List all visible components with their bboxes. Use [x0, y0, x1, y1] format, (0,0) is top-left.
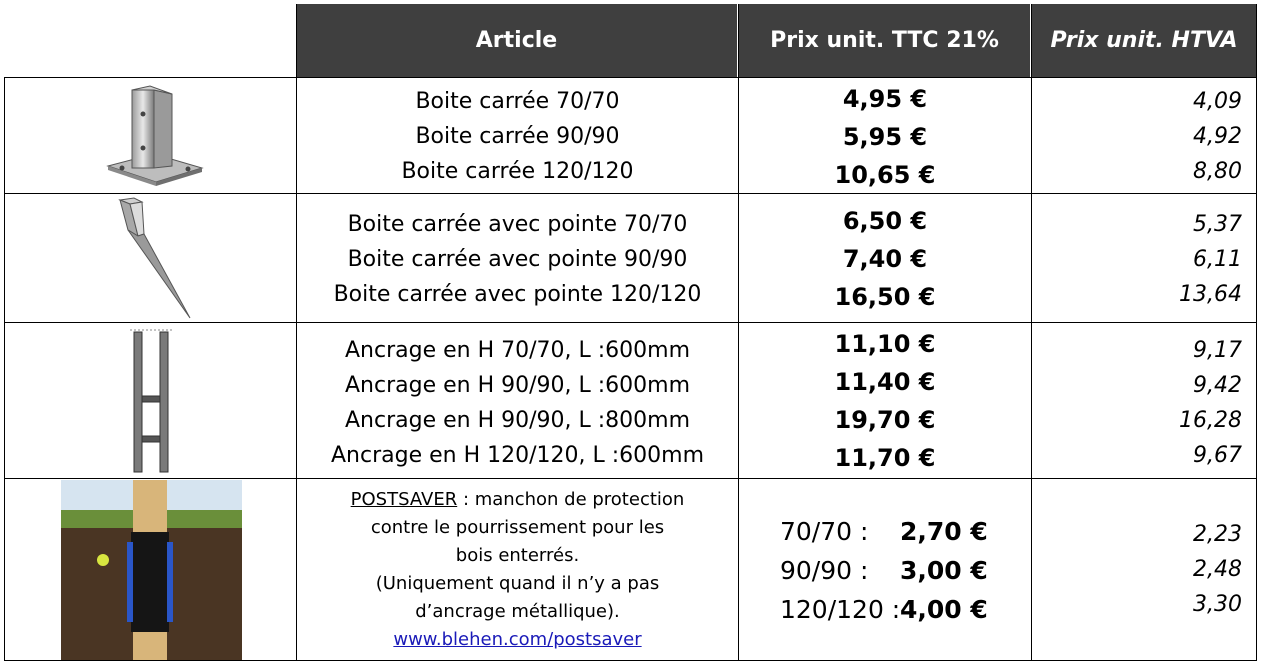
article-name: Boite carrée avec pointe 90/90: [347, 246, 688, 272]
header-article: Article: [296, 4, 737, 77]
price-ttc: 2,70 €: [900, 516, 988, 546]
article-name: Ancrage en H 90/90, L :600mm: [344, 372, 691, 398]
postsaver-name: POSTSAVER: [350, 489, 458, 510]
article-name: Boite carrée 90/90: [415, 123, 620, 149]
article-name: Boite carrée 70/70: [415, 88, 620, 114]
price-htva: 2,48: [1193, 556, 1242, 582]
postsaver-size: 70/70 :: [780, 516, 869, 546]
article-name: Boite carrée 120/120: [401, 158, 634, 184]
price-ttc: 4,95 €: [842, 85, 928, 113]
header-prix-ttc: Prix unit. TTC 21%: [739, 4, 1030, 77]
postsaver-size-row: 120/120 : 4,00 €: [780, 590, 1020, 629]
postsaver-line: d’ancrage métallique).: [415, 601, 620, 622]
article-name: Boite carrée avec pointe 120/120: [333, 281, 702, 307]
price-ttc: 3,00 €: [900, 555, 988, 585]
article-name: Boite carrée avec pointe 70/70: [347, 211, 688, 237]
postsaver-size: 120/120 :: [780, 594, 901, 624]
header-prix-htva: Prix unit. HTVA: [1032, 4, 1256, 77]
price-htva: 16,28: [1179, 407, 1242, 433]
postsaver-ttc: 70/70 : 2,70 € 90/90 : 3,00 € 120/120 : …: [780, 510, 1020, 630]
article-name: Ancrage en H 70/70, L :600mm: [344, 337, 691, 363]
price-htva: 6,11: [1193, 246, 1242, 272]
price-htva: 4,92: [1193, 123, 1242, 149]
article-name: Ancrage en H 120/120, L :600mm: [330, 442, 704, 468]
price-ttc: 4,00 €: [900, 594, 988, 624]
price-ttc: 11,40 €: [834, 368, 936, 396]
postsaver-htva: 2,23 2,48 3,30: [1032, 516, 1256, 622]
price-ttc: 6,50 €: [842, 207, 928, 235]
group-2-articles: Boite carrée avec pointe 70/70 Boite car…: [297, 206, 738, 312]
group-2-ttc: 6,50 € 7,40 € 16,50 €: [739, 202, 1031, 316]
price-ttc: 7,40 €: [842, 245, 928, 273]
postsaver-line: contre le pourrissement pour les: [370, 517, 665, 538]
postsaver-line: : manchon de protection: [457, 489, 685, 510]
group-3-htva: 9,17 9,42 16,28 9,67: [1032, 332, 1256, 473]
price-htva: 8,80: [1193, 158, 1242, 184]
postsaver-size-row: 70/70 : 2,70 €: [780, 512, 1020, 551]
price-ttc: 11,10 €: [834, 330, 936, 358]
price-htva: 5,37: [1193, 211, 1242, 237]
postsaver-size-row: 90/90 : 3,00 €: [780, 551, 1020, 590]
price-ttc: 10,65 €: [834, 161, 936, 189]
spike-post-anchor-icon: [118, 197, 191, 319]
group-3-ttc: 11,10 € 11,40 € 19,70 € 11,70 €: [739, 325, 1031, 477]
row-divider: [4, 77, 1257, 78]
col-divider: [1256, 4, 1257, 661]
postsaver-line: bois enterrés.: [455, 545, 580, 566]
group-1-ttc: 4,95 € 5,95 € 10,65 €: [739, 80, 1031, 194]
postsaver-size: 90/90 :: [780, 555, 869, 585]
h-anchor-icon: [130, 329, 172, 473]
price-htva: 2,23: [1193, 521, 1242, 547]
row-divider: [4, 478, 1257, 479]
price-htva: 9,17: [1193, 337, 1242, 363]
price-ttc: 5,95 €: [842, 123, 928, 151]
price-htva: 9,67: [1193, 442, 1242, 468]
col-divider: [4, 77, 5, 661]
postsaver-line: (Uniquement quand il n’y a pas: [375, 573, 660, 594]
group-1-articles: Boite carrée 70/70 Boite carrée 90/90 Bo…: [297, 83, 738, 189]
group-2-htva: 5,37 6,11 13,64: [1032, 206, 1256, 312]
article-name: Ancrage en H 90/90, L :800mm: [344, 407, 691, 433]
square-post-base-icon: [106, 85, 204, 186]
group-3-articles: Ancrage en H 70/70, L :600mm Ancrage en …: [297, 332, 738, 473]
group-1-htva: 4,09 4,92 8,80: [1032, 83, 1256, 189]
postsaver-description: POSTSAVER : manchon de protection contre…: [297, 484, 738, 656]
price-ttc: 11,70 €: [834, 444, 936, 472]
row-divider: [4, 193, 1257, 194]
postsaver-link[interactable]: www.blehen.com/postsaver: [393, 629, 642, 650]
col-divider: [296, 4, 297, 661]
price-htva: 9,42: [1193, 372, 1242, 398]
price-htva: 4,09: [1193, 88, 1242, 114]
postsaver-photo-icon: [61, 480, 242, 660]
price-ttc: 16,50 €: [834, 283, 936, 311]
price-ttc: 19,70 €: [834, 406, 936, 434]
price-htva: 13,64: [1179, 281, 1242, 307]
price-htva: 3,30: [1193, 591, 1242, 617]
col-divider: [1031, 4, 1032, 661]
row-divider: [4, 322, 1257, 323]
col-divider: [738, 4, 739, 661]
row-divider: [4, 660, 1257, 661]
